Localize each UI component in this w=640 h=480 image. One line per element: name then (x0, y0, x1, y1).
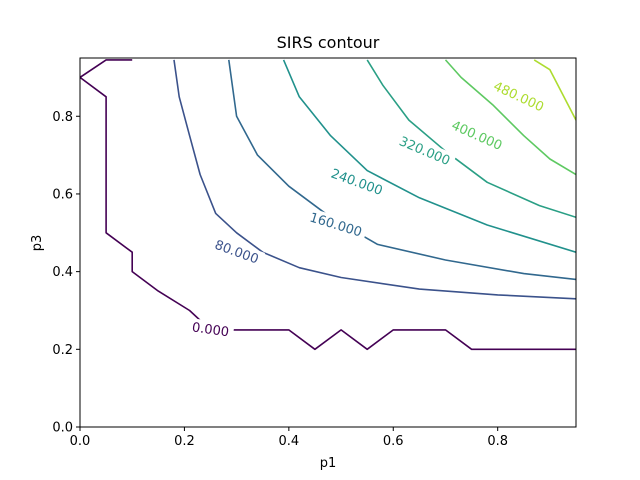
chart-title: SIRS contour (277, 33, 380, 52)
contour-label-bg (392, 130, 457, 171)
x-axis-label: p1 (320, 456, 337, 471)
contour-label-80: 80.000 (208, 234, 266, 269)
x-tick-label: 0.0 (70, 434, 91, 449)
y-tick-label: 0.0 (52, 421, 73, 436)
contour-label-text: 80.000 (212, 238, 260, 268)
contour-label-bg (208, 234, 266, 269)
x-tick-label: 0.4 (278, 434, 299, 449)
plot-frame (79, 57, 577, 428)
contour-label-bg (303, 207, 369, 242)
y-tick-label: 0.4 (52, 265, 73, 280)
y-tick-label: 0.6 (52, 187, 73, 202)
contour-label-text: 0.000 (191, 320, 230, 340)
contour-label-bg (445, 114, 509, 156)
contour-line-480 (533, 59, 576, 121)
contour-label-bg (324, 163, 389, 201)
contour-lines: 0.000 80.000 160.000 240.000 320.000400.0004… (80, 59, 576, 351)
x-tick-label: 0.8 (487, 434, 508, 449)
contour-line-400 (444, 59, 576, 176)
x-tick-label: 0.2 (174, 434, 195, 449)
y-axis-label: p3 (30, 235, 45, 252)
y-tick-label: 0.2 (52, 343, 73, 358)
contour-label-bg (186, 317, 235, 342)
y-tick-label: 0.8 (52, 110, 73, 125)
contour-label-320: 320.000 (392, 130, 457, 171)
contour-label-240: 240.000 (324, 163, 389, 201)
contour-line-0 (80, 59, 576, 351)
x-tick-label: 0.6 (383, 434, 404, 449)
contour-label-480: 480.000 (487, 75, 551, 118)
contour-label-text: 160.000 (308, 210, 364, 240)
contour-label-400: 400.000 (445, 114, 509, 156)
contour-label-text: 400.000 (449, 118, 504, 154)
contour-line-240 (282, 59, 576, 253)
contour-label-text: 320.000 (397, 134, 452, 169)
plot-area: 0.000 80.000 160.000 240.000 320.000400.0004… (52, 57, 577, 449)
contour-label-text: 480.000 (491, 79, 546, 115)
contour-label-bg (487, 75, 551, 118)
contour-label-text: 240.000 (329, 167, 385, 199)
contour-label-160: 160.000 (303, 207, 369, 242)
contour-label-0: 0.000 (186, 317, 235, 342)
contour-line-80 (173, 59, 576, 300)
